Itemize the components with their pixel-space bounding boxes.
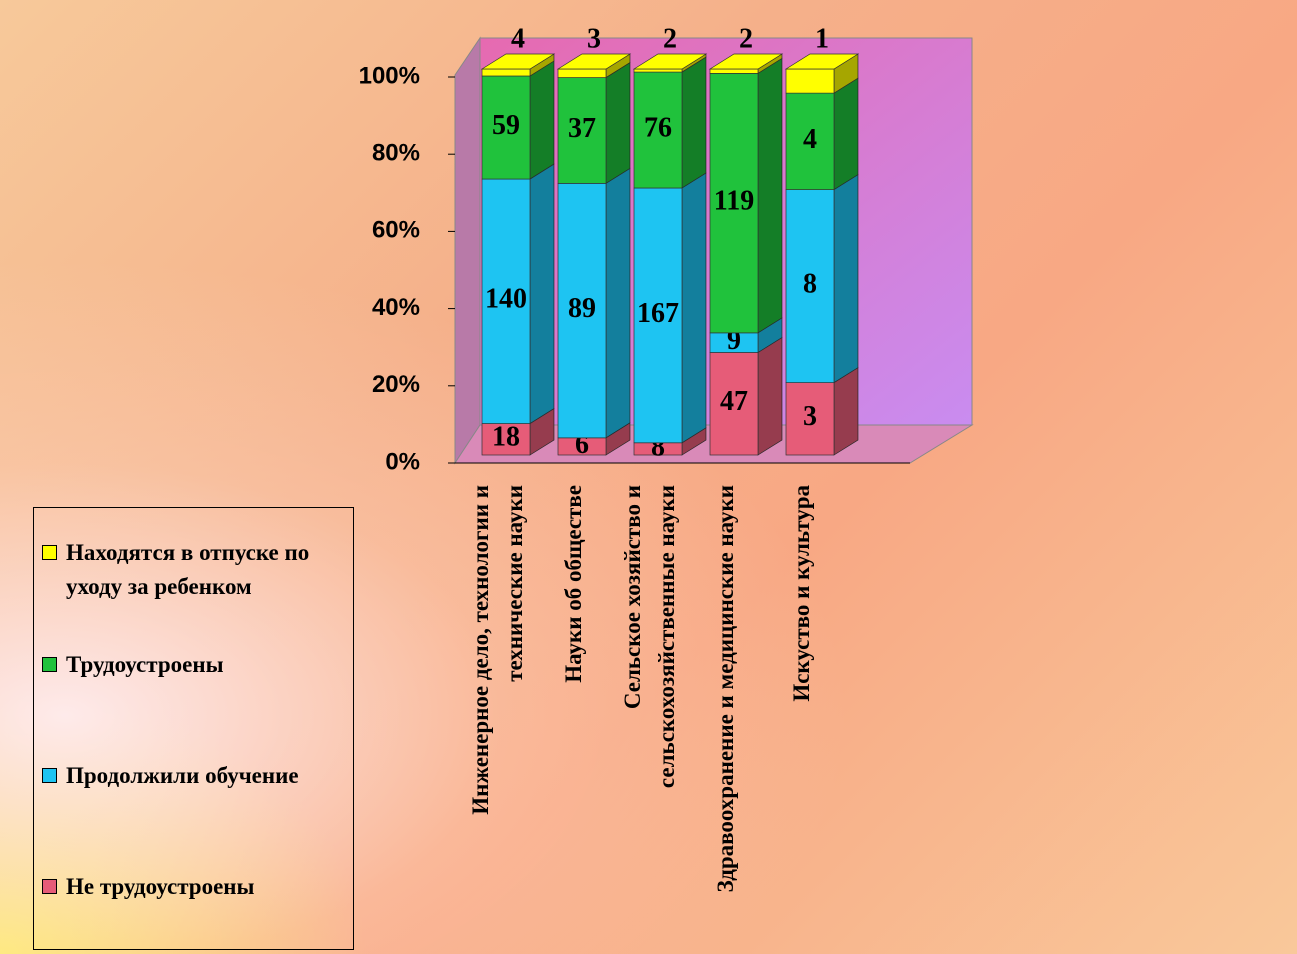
bar xyxy=(785,382,835,456)
x-tick-label: Здравоохранение и медицинские науки xyxy=(713,485,738,893)
bar xyxy=(633,187,683,444)
data-label: 2 xyxy=(663,23,677,54)
data-label: 59 xyxy=(492,110,520,141)
data-label: 119 xyxy=(714,186,754,217)
x-tick-label: Инженерное дело, технологии и технически… xyxy=(468,485,527,815)
legend-swatch xyxy=(42,768,57,783)
data-label: 3 xyxy=(587,23,601,54)
bar-top xyxy=(708,53,784,70)
bar-side-shade xyxy=(758,337,782,455)
bar xyxy=(557,183,607,439)
bar xyxy=(785,68,835,94)
y-tick-label: 0% xyxy=(385,448,420,475)
bar-side-shade xyxy=(606,168,630,438)
legend-swatch xyxy=(42,545,57,560)
bar-side-shade xyxy=(682,54,706,73)
bar-side-shade xyxy=(606,62,630,184)
data-label: 8 xyxy=(803,269,817,300)
bar-top xyxy=(556,53,632,70)
bar-side-shade xyxy=(758,317,782,353)
bar-top xyxy=(632,53,708,70)
data-label: 18 xyxy=(492,422,520,453)
x-tick-label: Искуство и культура xyxy=(789,485,814,702)
bar-side-shade xyxy=(834,367,858,455)
y-tick-label: 80% xyxy=(372,140,420,167)
bar-side-shade xyxy=(530,60,554,180)
bar-top xyxy=(784,53,860,70)
bar-top xyxy=(480,53,556,70)
data-label: 89 xyxy=(568,293,596,324)
y-tick-label: 40% xyxy=(372,294,420,321)
y-tick-label: 20% xyxy=(372,371,420,398)
legend-label: Не трудоустроены xyxy=(66,874,255,899)
bar xyxy=(557,77,607,184)
data-label: 4 xyxy=(803,124,817,155)
bar-side-shade xyxy=(758,58,782,333)
bar xyxy=(633,71,683,189)
bar xyxy=(481,68,531,77)
legend-label: Находятся в отпуске по уходу за ребенком xyxy=(66,540,310,599)
legend-entry: Продолжили обучение xyxy=(42,759,347,793)
bar-side-shade xyxy=(834,54,858,94)
data-label: 1 xyxy=(815,23,829,54)
data-label: 140 xyxy=(485,284,527,315)
legend-label: Продолжили обучение xyxy=(66,763,299,788)
bar-side-shade xyxy=(530,54,554,76)
legend-entry: Трудоустроены xyxy=(42,648,347,682)
legend-swatch xyxy=(42,657,57,672)
bar-side-shade xyxy=(606,54,630,78)
bar xyxy=(785,92,835,190)
data-label: 3 xyxy=(803,401,817,432)
bar xyxy=(709,352,759,456)
bar-side-shade xyxy=(682,173,706,443)
x-tick-label: Сельское хозяйство и сельскохозяйственны… xyxy=(620,485,679,789)
data-label: 76 xyxy=(644,112,672,143)
data-label: 37 xyxy=(568,113,596,144)
bar-side-shade xyxy=(682,57,706,189)
bar xyxy=(481,423,531,456)
data-label: 167 xyxy=(637,298,679,329)
legend: Находятся в отпуске по уходу за ребенком… xyxy=(33,507,354,950)
bar xyxy=(481,178,531,424)
bar-side-shade xyxy=(834,174,858,383)
bar-side-shade xyxy=(758,54,782,74)
data-label: 2 xyxy=(739,23,753,54)
bar xyxy=(633,68,683,73)
bar xyxy=(481,75,531,180)
legend-entry: Находятся в отпуске по уходу за ребенком xyxy=(42,536,347,604)
bar xyxy=(709,68,759,74)
y-tick-label: 60% xyxy=(372,217,420,244)
bar-side-shade xyxy=(606,422,630,455)
x-tick-label: Науки об обществе xyxy=(561,485,586,683)
side-wall xyxy=(454,36,481,465)
legend-entry: Не трудоустроены xyxy=(42,870,347,904)
data-label: 47 xyxy=(720,386,748,417)
bar-side-shade xyxy=(834,78,858,190)
bar-side-shade xyxy=(682,427,706,455)
data-label: 4 xyxy=(511,23,525,54)
y-tick-label: 100% xyxy=(359,62,420,89)
legend-label: Трудоустроены xyxy=(66,652,224,677)
legend-swatch xyxy=(42,879,57,894)
bar-side-shade xyxy=(530,164,554,424)
bar xyxy=(785,189,835,383)
bar xyxy=(557,68,607,78)
